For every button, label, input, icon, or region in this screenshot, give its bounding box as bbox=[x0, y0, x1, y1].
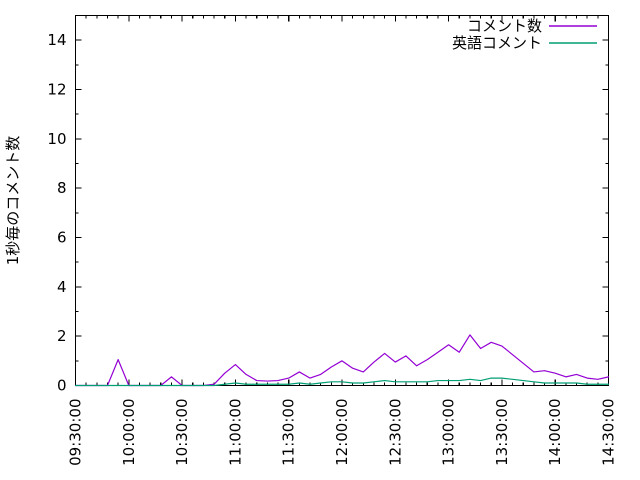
x-tick-label: 14:30:00 bbox=[600, 399, 618, 466]
x-tick-label: 10:30:00 bbox=[173, 399, 191, 466]
x-tick-label: 12:30:00 bbox=[386, 399, 404, 466]
legend-label-2: 英語コメント bbox=[452, 34, 542, 52]
y-tick-label: 10 bbox=[47, 130, 66, 148]
x-axis-tick-labels: 09:30:00 10:00:00 10:30:00 11:00:00 11:30:00… bbox=[67, 399, 618, 466]
y-axis-title: 1秒毎のコメント数 bbox=[4, 136, 22, 266]
y-tick-label: 14 bbox=[47, 31, 66, 49]
x-axis-ticks bbox=[74, 15, 610, 386]
y-tick-label: 0 bbox=[57, 377, 67, 395]
data-series-group bbox=[74, 334, 610, 387]
x-tick-label: 11:00:00 bbox=[226, 399, 244, 466]
y-tick-label: 6 bbox=[57, 229, 67, 247]
x-tick-label: 10:00:00 bbox=[120, 399, 138, 466]
series-line-1 bbox=[74, 334, 610, 387]
x-tick-label: 09:30:00 bbox=[67, 399, 85, 466]
y-axis-ticks bbox=[75, 14, 609, 387]
y-tick-label: 4 bbox=[57, 278, 67, 296]
x-tick-label: 14:00:00 bbox=[546, 399, 564, 466]
x-tick-label: 11:30:00 bbox=[280, 399, 298, 466]
y-tick-label: 8 bbox=[57, 179, 67, 197]
y-axis-tick-labels: 0 2 4 6 8 10 12 14 bbox=[47, 31, 66, 394]
y-axis-title-text: 1秒毎のコメント数 bbox=[4, 136, 22, 266]
x-tick-label: 13:30:00 bbox=[493, 399, 511, 466]
y-tick-label: 12 bbox=[47, 81, 66, 99]
y-tick-label: 2 bbox=[57, 327, 67, 345]
series-line-2 bbox=[74, 377, 610, 387]
x-tick-label: 13:00:00 bbox=[440, 399, 458, 466]
x-tick-label: 12:00:00 bbox=[333, 399, 351, 466]
plot-frame bbox=[74, 14, 610, 387]
axis-frame bbox=[74, 14, 610, 387]
legend-label-1: コメント数 bbox=[467, 17, 542, 35]
